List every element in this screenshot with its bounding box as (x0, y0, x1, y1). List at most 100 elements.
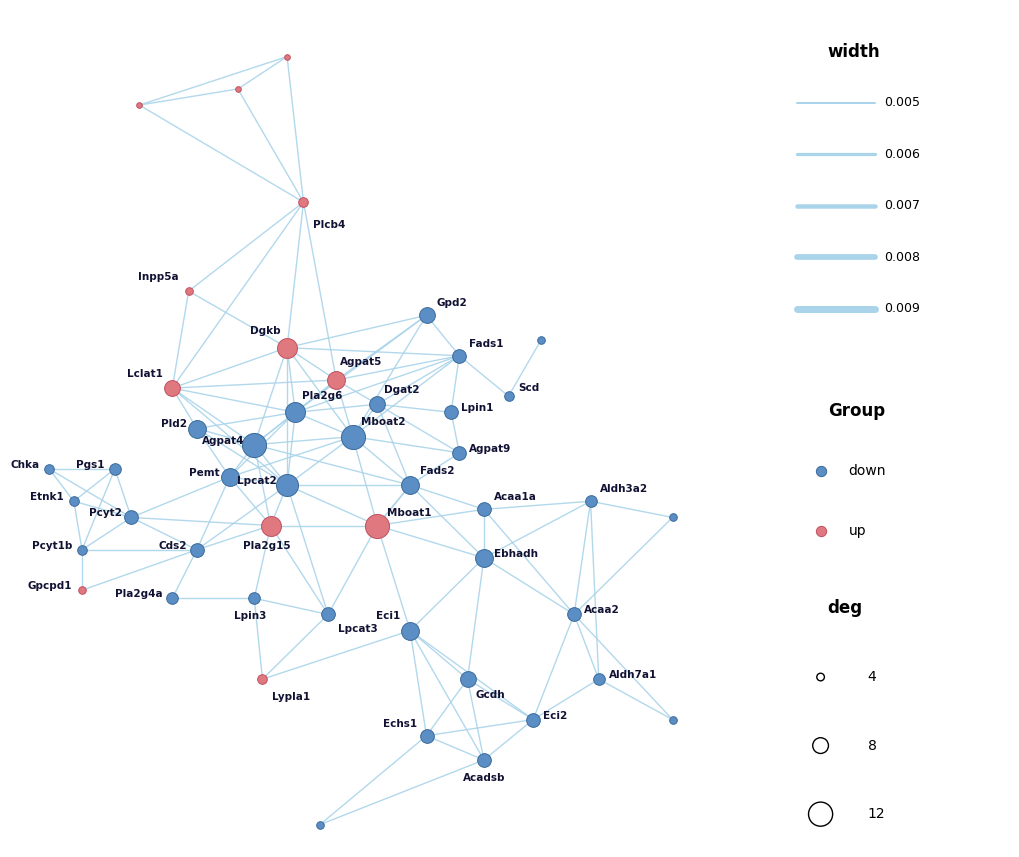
Point (73, 584, 90, 597)
Point (812, 670, 828, 684)
Text: Gpd2: Gpd2 (436, 298, 467, 309)
Text: Lclat1: Lclat1 (126, 369, 162, 379)
Text: width: width (826, 43, 879, 61)
Text: 4: 4 (867, 670, 875, 684)
Point (262, 518, 278, 532)
Text: 0.006: 0.006 (883, 147, 919, 161)
Text: Mboat1: Mboat1 (387, 508, 431, 518)
Text: Pcyt1b: Pcyt1b (32, 541, 72, 551)
Point (450, 446, 467, 459)
Point (65, 494, 82, 508)
Point (590, 672, 606, 686)
Text: Ebhadh: Ebhadh (493, 548, 537, 559)
Text: Acaa2: Acaa2 (584, 605, 620, 615)
Text: Pla2g15: Pla2g15 (243, 541, 290, 551)
Point (525, 713, 541, 727)
Text: Pgs1: Pgs1 (76, 460, 105, 470)
Point (189, 543, 205, 557)
Text: Lpcat3: Lpcat3 (337, 624, 377, 634)
Point (164, 381, 180, 395)
Text: Lpcat2: Lpcat2 (237, 476, 277, 486)
Point (278, 478, 294, 492)
Text: 0.009: 0.009 (883, 302, 919, 315)
Text: 8: 8 (867, 739, 875, 752)
Point (566, 608, 582, 621)
Point (663, 511, 680, 524)
Point (475, 502, 491, 516)
Point (500, 389, 517, 403)
Text: Agpat4: Agpat4 (202, 435, 245, 446)
Point (418, 309, 434, 322)
Text: Aldh3a2: Aldh3a2 (600, 484, 648, 494)
Point (296, 195, 312, 209)
Text: Dgat2: Dgat2 (383, 385, 419, 395)
Text: 0.007: 0.007 (883, 199, 919, 213)
Point (312, 818, 328, 831)
Point (246, 438, 262, 452)
Point (180, 285, 197, 298)
Text: Etnk1: Etnk1 (31, 492, 64, 502)
Text: Eci2: Eci2 (542, 710, 567, 721)
Text: Eci1: Eci1 (376, 611, 399, 621)
Text: Mboat2: Mboat2 (361, 417, 405, 427)
Point (41, 462, 57, 476)
Point (344, 429, 361, 443)
Text: Group: Group (826, 402, 883, 421)
Text: Fads1: Fads1 (469, 339, 503, 349)
Point (131, 99, 148, 112)
Point (475, 551, 491, 565)
Text: Chka: Chka (10, 460, 40, 470)
Point (229, 82, 246, 96)
Text: Inpp5a: Inpp5a (138, 272, 178, 281)
Text: Agpat5: Agpat5 (340, 357, 382, 367)
Text: Gpcpd1: Gpcpd1 (28, 581, 72, 591)
Text: Pla2g4a: Pla2g4a (115, 590, 162, 599)
Text: Pld2: Pld2 (161, 419, 186, 429)
Text: 0.008: 0.008 (883, 250, 919, 264)
Point (459, 672, 475, 686)
Text: Plcb4: Plcb4 (313, 219, 345, 230)
Point (663, 713, 680, 727)
Text: Pemt: Pemt (189, 468, 220, 478)
Point (246, 591, 262, 605)
Text: Echs1: Echs1 (382, 719, 416, 728)
Point (533, 333, 549, 346)
Text: Lypla1: Lypla1 (272, 692, 310, 702)
Point (475, 753, 491, 767)
Text: Pcyt2: Pcyt2 (89, 508, 121, 518)
Point (221, 470, 237, 484)
Point (123, 511, 140, 524)
Text: Agpat9: Agpat9 (469, 444, 511, 453)
Point (278, 341, 294, 355)
Text: Acaa1a: Acaa1a (493, 492, 536, 502)
Point (278, 50, 294, 63)
Text: Dgkb: Dgkb (250, 327, 280, 337)
Point (812, 807, 828, 821)
Text: Acadsb: Acadsb (463, 773, 504, 782)
Text: Lpin3: Lpin3 (233, 611, 266, 621)
Point (401, 624, 418, 638)
Text: deg: deg (826, 599, 862, 618)
Text: Scd: Scd (518, 383, 539, 393)
Text: Lpin1: Lpin1 (461, 404, 493, 413)
Point (189, 422, 205, 435)
Point (328, 373, 344, 387)
Text: Aldh7a1: Aldh7a1 (608, 670, 656, 680)
Point (812, 464, 828, 478)
Text: 0.005: 0.005 (883, 96, 919, 110)
Text: Cds2: Cds2 (158, 541, 186, 551)
Text: Pla2g6: Pla2g6 (302, 391, 342, 401)
Text: 12: 12 (867, 807, 884, 821)
Point (254, 672, 270, 686)
Point (418, 728, 434, 742)
Point (369, 518, 385, 532)
Text: Gcdh: Gcdh (475, 690, 504, 700)
Point (164, 591, 180, 605)
Point (450, 349, 467, 363)
Point (286, 405, 303, 419)
Point (73, 543, 90, 557)
Point (107, 462, 123, 476)
Point (401, 478, 418, 492)
Text: Fads2: Fads2 (420, 465, 454, 476)
Point (582, 494, 598, 508)
